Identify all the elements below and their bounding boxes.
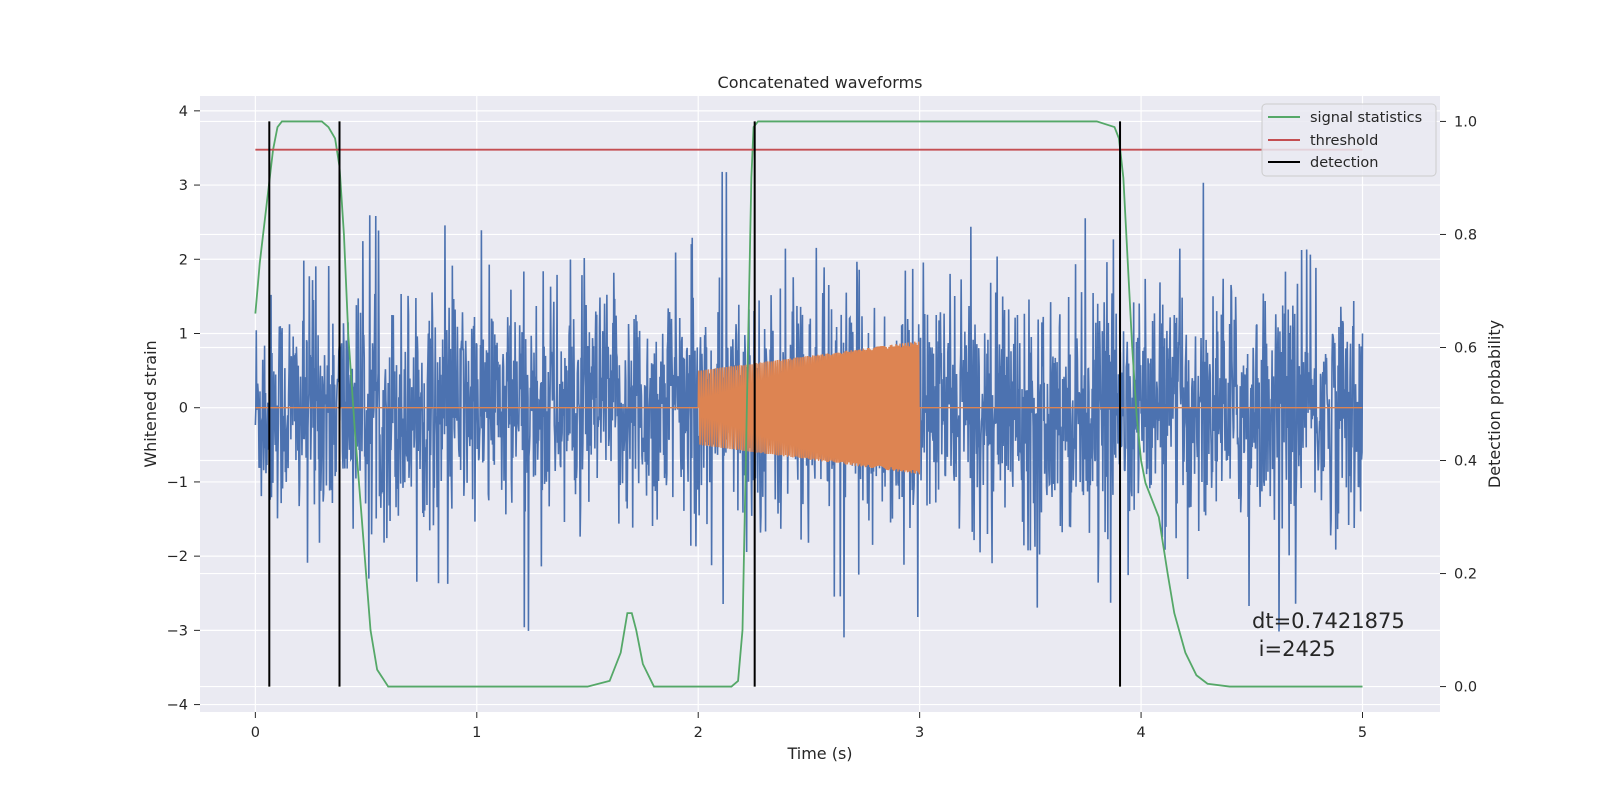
series-2-signal-statistics [254, 120, 1363, 688]
chirp-trace [255, 341, 1363, 475]
chart-title: Concatenated waveforms [718, 73, 923, 92]
x-tick-label: 0 [251, 725, 260, 741]
annotation-line-2: i=2425 [1252, 637, 1336, 661]
signal-statistics-line [254, 120, 1363, 688]
legend: signal statistics threshold detection [1261, 103, 1437, 177]
y-tick-label: −1 [167, 475, 188, 491]
y-tick-label: −2 [167, 549, 188, 565]
y-tick-label: −3 [167, 623, 188, 639]
tick-layer: 0 1 2 3 4 5 −4 −3 −2 −1 0 1 2 3 4 0.0 0.2 0.4 0.6 0.8 1.0 [167, 104, 1477, 741]
y-axis-label: Whitened strain [141, 340, 160, 467]
y2-tick-label: 0.4 [1454, 454, 1477, 470]
y2-axis-label: Detection probability [1485, 320, 1504, 488]
legend-label-signal-statistics: signal statistics [1310, 110, 1422, 126]
y-tick-label: 4 [179, 104, 188, 120]
y2-tick-label: 0.6 [1454, 340, 1477, 356]
x-tick-label: 2 [694, 725, 703, 741]
y2-tick-label: 1.0 [1454, 114, 1477, 130]
legend-label-threshold: threshold [1310, 133, 1378, 149]
annotation-line-1: dt=0.7421875 [1252, 609, 1405, 633]
x-tick-label: 4 [1136, 725, 1145, 741]
x-tick-label: 1 [472, 725, 481, 741]
x-axis-label: Time (s) [786, 744, 852, 763]
legend-box [1261, 103, 1437, 177]
data-layer [254, 120, 1364, 688]
series-1 [255, 341, 1363, 475]
y-tick-label: 2 [179, 252, 188, 268]
legend-label-detection: detection [1310, 155, 1378, 171]
annotation: dt=0.7421875 i=2425 [1252, 609, 1405, 661]
y-tick-label: 3 [179, 178, 188, 194]
y2-tick-label: 0.0 [1454, 680, 1477, 696]
x-tick-label: 3 [915, 725, 924, 741]
series-4-detection [268, 121, 1122, 687]
x-tick-label: 5 [1358, 725, 1367, 741]
y-tick-label: −4 [167, 698, 188, 714]
y2-tick-label: 0.8 [1454, 227, 1477, 243]
y-tick-label: 0 [179, 401, 188, 417]
y-tick-label: 1 [179, 326, 188, 342]
y2-tick-label: 0.2 [1454, 567, 1477, 583]
